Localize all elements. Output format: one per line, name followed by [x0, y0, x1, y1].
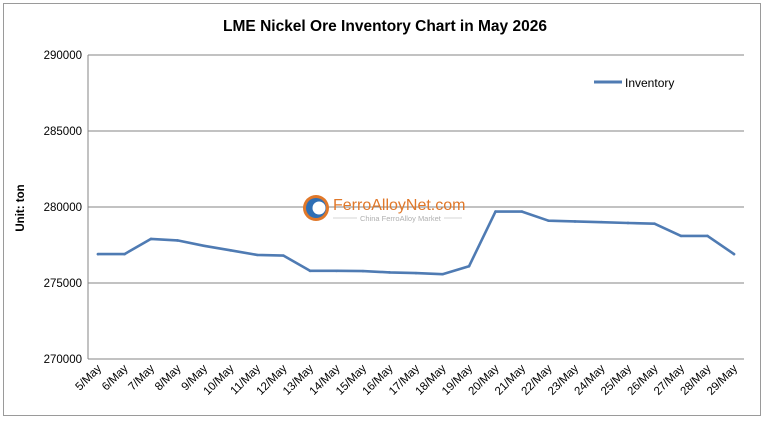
data-point — [361, 269, 365, 273]
data-point — [202, 244, 206, 248]
data-point — [732, 252, 736, 256]
y-tick-label: 280000 — [44, 202, 82, 214]
x-tick-label: 5/May — [73, 362, 104, 393]
data-point — [653, 222, 656, 226]
x-tick-label: 8/May — [153, 362, 184, 393]
data-point — [547, 219, 550, 222]
watermark-brand: FerroAlloyNet.com — [333, 197, 465, 214]
data-point — [600, 220, 603, 224]
data-point — [149, 237, 153, 241]
data-point — [388, 271, 391, 274]
data-point — [626, 221, 630, 225]
axes — [87, 55, 744, 360]
data-point — [679, 234, 683, 238]
x-tick-label: 7/May — [126, 362, 157, 393]
data-point — [494, 210, 497, 213]
gridlines — [88, 54, 744, 284]
data-point — [573, 220, 577, 223]
data-point — [176, 239, 179, 242]
y-tick-label: 270000 — [44, 354, 82, 366]
watermark-tagline: China FerroAlloy Market — [360, 214, 442, 223]
x-tick-label: 29/May — [705, 362, 740, 397]
legend: Inventory — [594, 76, 674, 90]
data-point — [441, 272, 444, 276]
data-point — [414, 271, 418, 275]
data-point — [123, 252, 126, 256]
data-point — [467, 264, 471, 268]
y-tick-label: 290000 — [44, 50, 82, 62]
legend-label-inventory: Inventory — [625, 76, 674, 90]
y-tick-label: 285000 — [44, 126, 82, 138]
data-point — [255, 253, 259, 257]
data-point — [520, 210, 524, 213]
x-tick-label: 6/May — [100, 362, 131, 393]
ferroalloynet-logo-icon — [303, 195, 329, 221]
chart-frame — [3, 3, 761, 416]
y-tick-label: 275000 — [44, 278, 82, 290]
data-point — [308, 269, 312, 273]
data-point — [229, 249, 232, 252]
chart-title: LME Nickel Ore Inventory Chart in May 20… — [223, 18, 547, 35]
data-point — [96, 252, 100, 256]
y-axis-label: Unit: ton — [15, 184, 27, 231]
series-layer — [96, 210, 736, 276]
data-point — [282, 254, 285, 257]
watermark: FerroAlloyNet.com China FerroAlloy Marke… — [303, 195, 465, 223]
data-point — [335, 269, 338, 273]
data-point — [706, 234, 709, 238]
